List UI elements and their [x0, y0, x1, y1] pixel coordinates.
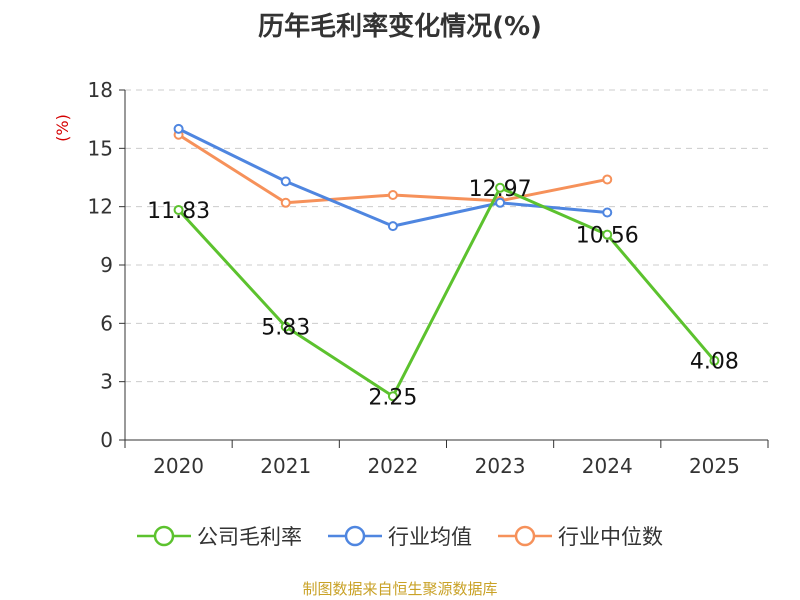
y-axis-label: (%): [53, 114, 72, 142]
series-line: [177, 186, 716, 398]
data-label: 10.56: [576, 224, 639, 249]
series-point[interactable]: [173, 123, 184, 134]
series-point[interactable]: [709, 355, 720, 366]
data-label: 4.08: [690, 350, 739, 375]
data-label: 2.25: [368, 385, 417, 410]
series-point[interactable]: [280, 197, 291, 208]
legend-label-industry-median: 行业中位数: [558, 525, 663, 549]
source-note: 制图数据来自恒生聚源数据库: [302, 580, 498, 598]
legend-swatch-company-icon: [137, 525, 191, 547]
series-layer: [173, 123, 720, 402]
data-label: 12.97: [469, 177, 532, 202]
legend-item-company[interactable]: 公司毛利率: [137, 521, 302, 551]
series-1: [173, 123, 613, 232]
legend-label-company: 公司毛利率: [197, 525, 302, 549]
legend-label-industry-mean: 行业均值: [388, 525, 472, 549]
series-line: [177, 127, 608, 228]
series-point[interactable]: [495, 182, 506, 193]
chart-title: 历年毛利率变化情况(%): [258, 12, 542, 42]
series-point[interactable]: [280, 176, 291, 187]
data-label: 5.83: [261, 316, 310, 341]
series-point[interactable]: [495, 197, 506, 208]
x-tick-label: 2024: [582, 454, 633, 478]
series-point[interactable]: [602, 207, 613, 218]
legend-item-industry-median[interactable]: 行业中位数: [498, 521, 663, 551]
y-tick-label: 3: [100, 370, 113, 394]
axes: 0 3 6 9 12 15 18 2020 2021 2022 2023 2024 2025: [88, 78, 769, 478]
series-0: [173, 182, 720, 402]
y-tick-label: 6: [100, 311, 113, 335]
series-point[interactable]: [602, 174, 613, 185]
y-tick-label: 9: [100, 253, 113, 277]
series-point[interactable]: [173, 204, 184, 215]
legend-swatch-industry-mean-icon: [328, 525, 382, 547]
series-point[interactable]: [602, 229, 613, 240]
series-point[interactable]: [387, 190, 398, 200]
x-tick-label: 2023: [475, 454, 526, 478]
data-label: 11.83: [147, 199, 210, 224]
x-tick-label: 2020: [153, 454, 204, 478]
legend-swatch-industry-median-icon: [498, 525, 552, 547]
grid-lines: [125, 89, 768, 383]
y-tick-label: 18: [88, 78, 113, 102]
y-tick-label: 0: [100, 428, 113, 452]
series-point[interactable]: [280, 321, 291, 332]
series-2: [173, 129, 613, 208]
x-tick-label: 2025: [689, 454, 740, 478]
x-tick-label: 2022: [367, 454, 418, 478]
series-point[interactable]: [387, 221, 398, 232]
legend-item-industry-mean[interactable]: 行业均值: [328, 521, 472, 551]
y-tick-label: 15: [88, 136, 113, 160]
y-tick-label: 12: [88, 195, 113, 219]
x-tick-label: 2021: [260, 454, 311, 478]
legend: 公司毛利率 行业均值 行业中位数: [0, 520, 800, 552]
series-point[interactable]: [387, 391, 398, 402]
data-labels: 11.83 5.83 2.25 12.97 10.56 4.08: [147, 177, 739, 410]
